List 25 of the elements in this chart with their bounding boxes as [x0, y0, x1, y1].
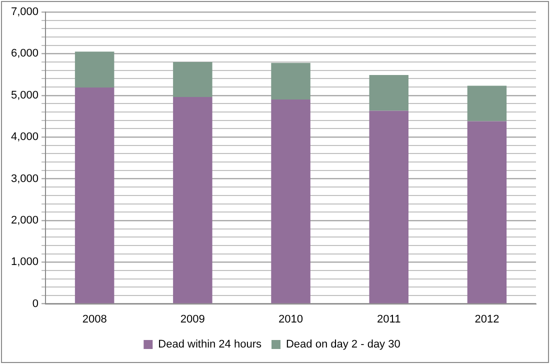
y-tick-label: 3,000 [10, 172, 39, 185]
bar [74, 52, 114, 88]
bar [271, 100, 310, 304]
bar [173, 62, 212, 98]
bar [467, 86, 507, 122]
bar [271, 62, 310, 100]
x-tick-label: 2011 [377, 313, 401, 326]
text: 1,000 [10, 256, 39, 268]
bar [173, 97, 212, 304]
legend-label: Dead within 24 hours [158, 338, 262, 351]
x-tick-label: 2008 [82, 313, 107, 326]
y-tick-label: 5,000 [10, 89, 39, 102]
x-tick-label: 2010 [278, 313, 304, 326]
bar [74, 87, 114, 304]
x-tick-label: 2009 [180, 313, 205, 326]
legend-label: Dead on day 2 - day 30 [286, 338, 400, 351]
y-tick-label: 4,000 [10, 131, 39, 144]
y-tick-label: 0 [32, 298, 39, 310]
y-tick-label: 2,000 [10, 214, 39, 226]
y-tick-label: 6,000 [10, 48, 39, 60]
y-tick-label: 7,000 [10, 6, 39, 18]
bar [467, 121, 507, 304]
x-tick-label: 2012 [474, 313, 500, 326]
bar [369, 110, 408, 304]
bar [369, 74, 408, 111]
